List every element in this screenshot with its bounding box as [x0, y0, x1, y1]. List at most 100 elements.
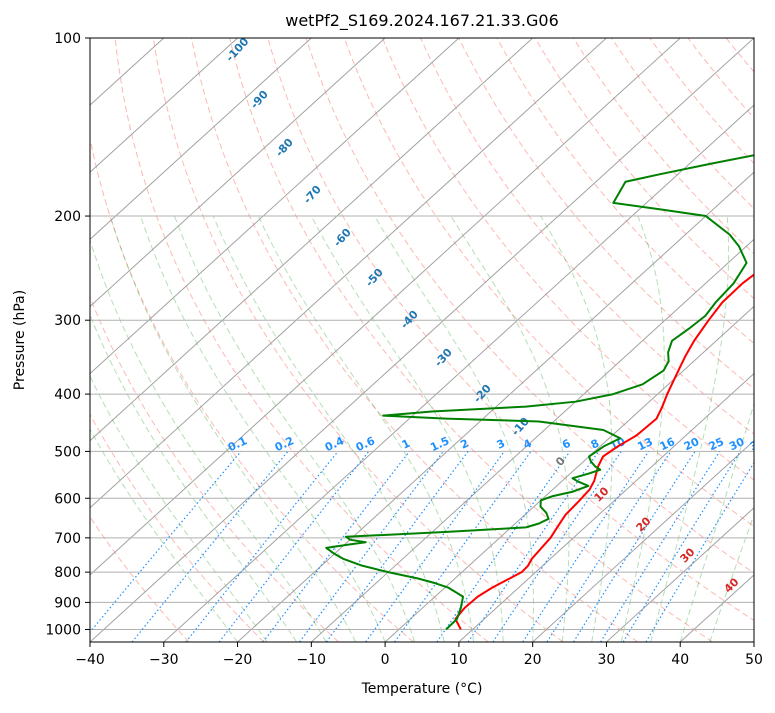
plot-frame: [89, 37, 755, 643]
isotherm-line: [458, 372, 754, 642]
y-tick-label: 700: [54, 531, 81, 547]
y-tick-label: 800: [54, 565, 81, 581]
moist-adiabat-line: [450, 215, 570, 642]
mixing-ratio-line: [436, 451, 571, 642]
moist-adiabat-line: [540, 215, 613, 642]
isotherm-line: [90, 38, 681, 576]
moist-adiabat-label: 10: [592, 484, 612, 504]
chart-title: wetPf2_S169.2024.167.21.33.G06: [285, 11, 559, 31]
mixing-ratio-label: 36: [748, 435, 768, 453]
isotherm-line: [163, 104, 754, 642]
mixing-ratio-line: [467, 451, 599, 642]
dry-adiabat-line: [458, 38, 754, 390]
x-tick-label: 10: [450, 652, 468, 668]
dry-adiabat-line: [90, 295, 339, 642]
x-tick-label: −30: [149, 652, 179, 668]
dry-adiabat-label: -30: [432, 346, 455, 370]
mixing-ratio-line: [645, 461, 754, 642]
moist-adiabat-line: [90, 238, 327, 642]
y-axis-label: Pressure (hPa): [12, 290, 28, 390]
y-tick-label: 300: [54, 313, 81, 329]
mixing-ratio-line: [622, 451, 741, 642]
x-axis-label: Temperature (°C): [361, 681, 483, 697]
dry-adiabat-line: [649, 38, 754, 165]
moist-adiabat-line: [140, 215, 386, 642]
moist-adiabat-label: 30: [678, 545, 698, 565]
mixing-ratio-line: [262, 451, 410, 642]
mixing-ratio-label: 3: [495, 437, 507, 452]
moist-adiabat-line: [374, 215, 534, 642]
moist-adiabat-line: [650, 216, 730, 642]
mixing-ratio-line: [492, 451, 622, 642]
mixing-ratio-label: 16: [658, 435, 678, 453]
y-tick-label: 200: [54, 209, 81, 225]
dry-adiabat-line: [420, 38, 754, 435]
moist-adiabat-line: [90, 313, 298, 642]
dry-adiabat-label: -70: [301, 183, 324, 207]
x-tick-label: −40: [75, 652, 105, 668]
moist-adiabat-line: [679, 401, 754, 642]
dry-adiabat-line: [534, 38, 754, 300]
isotherm-line: [90, 38, 607, 509]
mixing-ratio-line: [218, 451, 370, 642]
y-tick-label: 1000: [45, 622, 81, 638]
x-tick-label: 50: [745, 652, 763, 668]
dry-adiabat-label: -10: [509, 415, 532, 439]
moist-adiabat-line: [90, 375, 268, 642]
isotherm-line: [532, 439, 754, 642]
dry-adiabat-label: -50: [363, 266, 386, 290]
mixing-ratio-line: [185, 451, 339, 642]
isotherm-line: [90, 38, 386, 308]
moist-adiabat-line: [90, 428, 238, 642]
isotherm-line: [237, 171, 754, 642]
moist-adiabat-line: [109, 215, 357, 642]
x-tick-label: −20: [223, 652, 253, 668]
dry-adiabat-line: [496, 38, 754, 345]
mixing-ratio-line: [600, 451, 721, 642]
dry-adiabat-label: -20: [471, 382, 494, 406]
dry-adiabat-line: [267, 38, 754, 622]
moist-adiabat-line: [310, 215, 504, 642]
moist-adiabat-line: [620, 215, 665, 642]
mixing-ratio-line: [90, 451, 242, 634]
mixing-ratio-label: 30: [727, 435, 747, 453]
moist-adiabat-label: 20: [634, 514, 654, 534]
mixing-ratio-line: [394, 451, 532, 642]
temperature-profile-line: [454, 273, 754, 630]
dry-adiabat-label: -100: [223, 35, 251, 64]
x-tick-label: 30: [598, 652, 616, 668]
mixing-ratio-line: [546, 451, 672, 642]
mixing-ratio-line: [131, 451, 289, 642]
moist-adiabat-label: 40: [722, 575, 742, 595]
moist-adiabat-line: [709, 513, 754, 642]
dry-adiabat-line: [343, 38, 754, 527]
mixing-ratio-label: 2: [458, 437, 470, 452]
y-tick-label: 100: [54, 31, 81, 47]
x-tick-label: 40: [671, 652, 689, 668]
isotherm-line: [90, 38, 754, 642]
isotherm-line: [90, 38, 534, 442]
dry-adiabat-label: -40: [398, 308, 421, 332]
dry-adiabat-line: [191, 38, 639, 642]
dry-adiabat-line: [687, 38, 754, 119]
moist-adiabat-label: 0: [553, 454, 568, 469]
x-tick-label: 20: [524, 652, 542, 668]
isotherm-line: [310, 238, 754, 642]
isotherm-line: [753, 641, 754, 642]
dry-adiabat-line: [152, 38, 564, 642]
dry-adiabat-line: [382, 38, 754, 481]
dry-adiabat-line: [764, 38, 775, 642]
dry-adiabat-line: [229, 38, 713, 642]
mixing-ratio-label: 25: [707, 435, 726, 453]
mixing-ratio-label: 1: [400, 437, 412, 452]
isotherm-line: [606, 507, 754, 642]
dry-adiabat-line: [114, 38, 489, 642]
dewpoint-profile-line: [325, 154, 754, 631]
moist-adiabat-line: [212, 215, 445, 642]
dry-adiabat-line: [90, 515, 190, 642]
dry-adiabat-line: [305, 38, 754, 574]
dry-adiabat-line: [90, 413, 265, 642]
isotherm-line: [90, 38, 460, 375]
